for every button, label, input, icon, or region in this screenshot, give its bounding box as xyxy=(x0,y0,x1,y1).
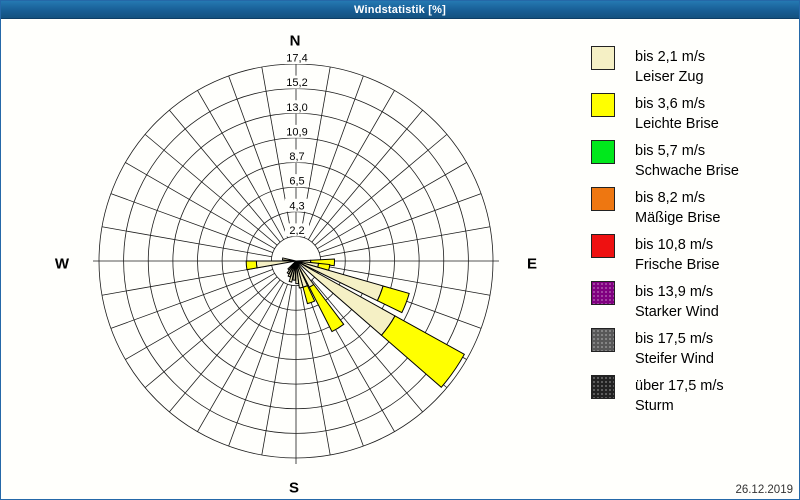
legend-swatch-schwache-brise xyxy=(591,140,615,164)
legend-speed: über 17,5 m/s xyxy=(635,378,724,394)
legend-speed: bis 10,8 m/s xyxy=(635,237,714,253)
legend-item: bis 2,1 m/s Leiser Zug xyxy=(591,46,791,88)
legend-name: Leiser Zug xyxy=(635,69,704,85)
petal-sector-169 xyxy=(295,260,304,289)
ring-label-bg xyxy=(285,174,309,188)
ring-label-bg xyxy=(285,149,309,163)
grid-spoke xyxy=(169,109,281,243)
legend-name: Starker Wind xyxy=(635,304,719,320)
grid-spoke xyxy=(125,272,275,360)
grid-spoke xyxy=(228,284,288,447)
grid-spoke xyxy=(228,75,288,238)
legend-item: bis 13,9 m/s Starker Wind xyxy=(591,281,791,323)
legend-speed: bis 8,2 m/s xyxy=(635,190,706,206)
grid-spoke xyxy=(311,109,423,243)
legend-name: Leichte Brise xyxy=(635,116,719,132)
legend-item: bis 10,8 m/s Frische Brise xyxy=(591,234,791,276)
window-title: Windstatistik [%] xyxy=(354,3,446,16)
grid-spoke xyxy=(261,285,293,456)
legend-item: bis 17,5 m/s Steifer Wind xyxy=(591,328,791,370)
grid-spoke xyxy=(320,264,491,296)
legend-name: Steifer Wind xyxy=(635,351,714,367)
grid-spoke xyxy=(197,90,285,240)
grid-spoke xyxy=(307,90,395,240)
legend-speed: bis 17,5 m/s xyxy=(635,331,714,347)
ring-label-bg xyxy=(282,100,312,114)
grid-spoke xyxy=(169,279,281,413)
grid-spoke xyxy=(304,75,364,238)
legend-item: über 17,5 m/s Sturm xyxy=(591,375,791,417)
legend-name: Frische Brise xyxy=(635,257,720,273)
ring-label-bg xyxy=(282,124,312,138)
petal-sector-148 xyxy=(308,283,345,333)
legend-speed: bis 2,1 m/s xyxy=(635,49,706,65)
legend-swatch-starker-wind xyxy=(591,281,615,305)
ring-label-bg xyxy=(285,223,309,237)
grid-spoke xyxy=(320,226,491,258)
compass-label-south: S xyxy=(288,479,300,497)
grid-spoke xyxy=(317,162,467,250)
compass-label-east: E xyxy=(526,255,538,273)
legend-swatch-steifer-wind xyxy=(591,328,615,352)
legend-speed: bis 3,6 m/s xyxy=(635,96,706,112)
ring-label-bg xyxy=(285,198,309,212)
legend-swatch-leiser-zug xyxy=(591,46,615,70)
grid-spoke xyxy=(101,264,272,296)
ring-label: 10,9 xyxy=(286,126,307,138)
grid-spoke xyxy=(125,162,275,250)
ring-label: 6,5 xyxy=(289,176,304,188)
legend-item: bis 5,7 m/s Schwache Brise xyxy=(591,140,791,182)
grid-spoke xyxy=(197,282,285,432)
legend-swatch-leichte-brise xyxy=(591,93,615,117)
grid-spoke xyxy=(314,134,448,246)
legend-swatch-frische-brise xyxy=(591,234,615,258)
legend-item: bis 8,2 m/s Mäßige Brise xyxy=(591,187,791,229)
ring-label: 4,3 xyxy=(289,200,304,212)
legend-swatch-sturm xyxy=(591,375,615,399)
grid-spoke xyxy=(110,193,273,253)
compass-label-west: W xyxy=(54,255,70,273)
grid-spoke xyxy=(101,226,272,258)
petal-sector-125 xyxy=(380,315,466,388)
compass-label-north: N xyxy=(289,32,301,50)
petal-sector-160 xyxy=(302,284,316,305)
legend-name: Sturm xyxy=(635,398,674,414)
legend-item: bis 3,6 m/s Leichte Brise xyxy=(591,93,791,135)
petal-sector-279 xyxy=(281,257,297,262)
ring-label-bg xyxy=(282,51,312,64)
date-stamp: 26.12.2019 xyxy=(735,484,793,496)
legend: bis 2,1 m/s Leiser Zug bis 3,6 m/s Leichte… xyxy=(591,46,791,422)
grid-spoke xyxy=(319,193,482,253)
grid-spoke xyxy=(110,269,273,329)
ring-label: 13,0 xyxy=(286,102,307,114)
grid-spoke xyxy=(311,279,423,413)
grid-spoke xyxy=(144,134,278,246)
ring-label: 8,7 xyxy=(289,151,304,163)
legend-speed: bis 5,7 m/s xyxy=(635,143,706,159)
petal-sector-111 xyxy=(376,285,410,314)
petal-sector-222 xyxy=(287,260,297,271)
ring-label: 2,2 xyxy=(289,225,304,237)
grid-spoke xyxy=(144,276,278,388)
petal-sector-177 xyxy=(295,260,300,285)
grid-spoke xyxy=(304,284,364,447)
window-title-bar: Windstatistik [%] xyxy=(1,1,799,19)
grid-spoke xyxy=(299,285,331,456)
petal-sector-265 xyxy=(245,260,258,271)
ring-label-bg xyxy=(282,75,312,89)
legend-name: Mäßige Brise xyxy=(635,210,721,226)
ring-label: 17,4 xyxy=(286,53,307,65)
legend-speed: bis 13,9 m/s xyxy=(635,284,714,300)
legend-swatch-maessige-brise xyxy=(591,187,615,211)
legend-name: Schwache Brise xyxy=(635,163,739,179)
ring-label: 15,2 xyxy=(286,77,307,89)
